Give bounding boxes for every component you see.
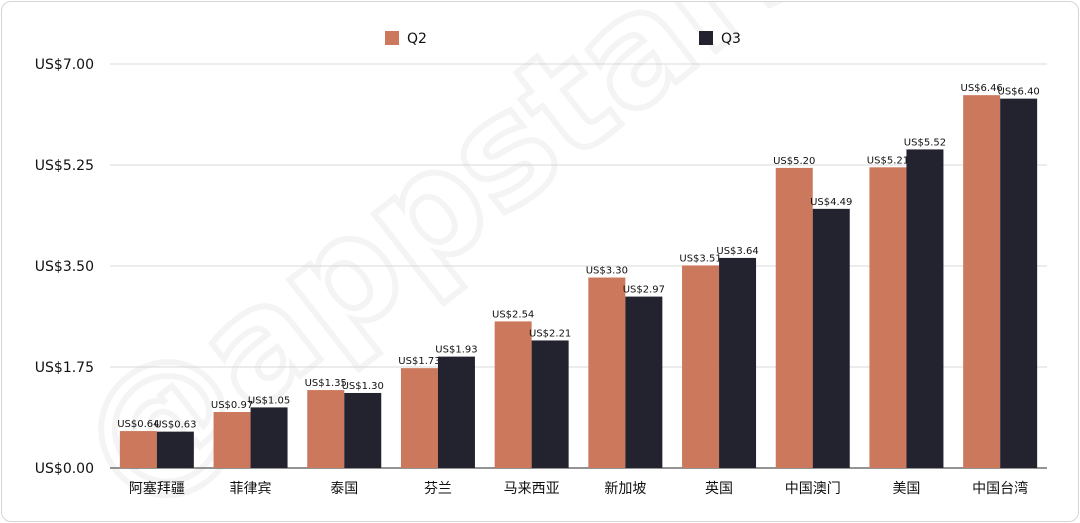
data-label: US$0.63 [154, 420, 196, 431]
data-label: US$0.64 [117, 419, 159, 430]
data-label: US$0.97 [211, 400, 253, 411]
legend-item-q3: Q3 [699, 31, 741, 47]
data-label: US$2.21 [529, 328, 571, 339]
bar-q3 [812, 208, 850, 468]
data-label: US$1.35 [305, 378, 347, 389]
data-label: US$5.21 [867, 155, 909, 166]
data-label: US$4.49 [810, 197, 852, 208]
x-tick-label: 泰国 [330, 481, 358, 497]
x-tick-label: 中国澳门 [785, 481, 841, 497]
x-tick-label: 美国 [892, 481, 920, 497]
x-tick-label: 阿塞拜疆 [129, 480, 185, 497]
bar-q3 [625, 296, 663, 468]
data-label: US$1.93 [435, 345, 477, 356]
bar-q2 [400, 368, 438, 468]
y-tick-label: US$1.75 [35, 360, 94, 376]
bar-q3 [437, 356, 475, 468]
bar-q2 [682, 265, 720, 468]
bar-q3 [344, 392, 382, 468]
y-tick-label: US$0.00 [35, 461, 94, 477]
bar-q2 [963, 95, 1001, 468]
x-tick-label: 中国台湾 [972, 480, 1028, 497]
y-axis: US$0.00 US$1.75 US$3.50 US$5.25 US$7.00 [35, 57, 94, 477]
legend-label: Q2 [407, 31, 427, 47]
data-label: US$6.40 [998, 87, 1040, 98]
bar-q2 [775, 167, 813, 468]
x-tick-label: 芬兰 [424, 481, 452, 497]
bar-q3 [1000, 98, 1038, 468]
data-label: US$3.51 [679, 253, 721, 264]
bar-q3 [250, 407, 288, 468]
data-label: US$6.46 [961, 83, 1003, 94]
bar-q3 [531, 340, 569, 468]
data-label: US$1.73 [398, 356, 440, 367]
legend-swatch [385, 31, 399, 45]
bar-q2 [119, 431, 157, 468]
y-tick-label: US$7.00 [35, 57, 94, 73]
data-label: US$1.30 [342, 381, 384, 392]
bar-q2 [869, 167, 907, 468]
x-tick-label: 马来西亚 [504, 481, 560, 497]
bar-q2 [307, 390, 345, 468]
legend-label: Q3 [721, 31, 741, 47]
data-label: US$2.54 [492, 309, 534, 320]
data-label: US$2.97 [623, 285, 665, 296]
y-tick-label: US$5.25 [35, 158, 94, 174]
bar-q3 [156, 431, 194, 468]
bar-q3 [719, 257, 757, 468]
bars: US$0.64US$0.63US$0.97US$1.05US$1.35US$1.… [117, 83, 1040, 468]
data-label: US$5.52 [904, 137, 946, 148]
data-label: US$5.20 [773, 156, 815, 167]
data-label: US$1.05 [248, 395, 290, 406]
bar-q2 [588, 277, 626, 468]
y-tick-label: US$3.50 [35, 259, 94, 275]
bar-q3 [906, 149, 944, 468]
data-label: US$3.64 [716, 246, 758, 257]
bar-q2 [213, 412, 251, 468]
legend-swatch [699, 31, 713, 45]
x-tick-label: 菲律宾 [230, 481, 272, 497]
x-tick-label: 新加坡 [604, 481, 646, 497]
legend: Q2 Q3 [385, 31, 741, 47]
data-label: US$3.30 [586, 266, 628, 277]
legend-item-q2: Q2 [385, 31, 427, 47]
x-axis: 阿塞拜疆 菲律宾 泰国 芬兰 马来西亚 新加坡 英国 中国澳门 美国 中国台湾 [129, 480, 1028, 497]
bar-q2 [494, 321, 532, 468]
x-tick-label: 英国 [705, 480, 733, 497]
